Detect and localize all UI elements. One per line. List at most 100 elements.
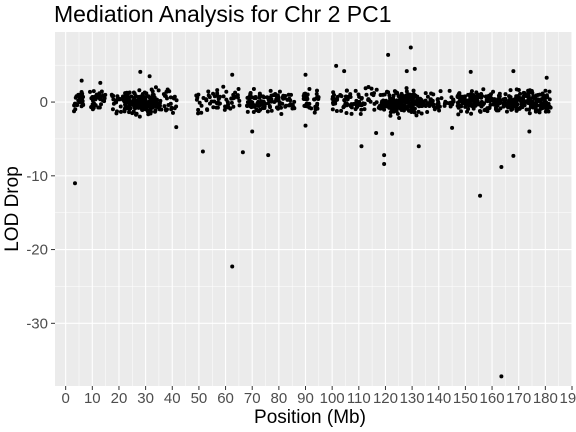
data-point <box>258 107 263 112</box>
data-point <box>334 63 339 68</box>
data-point <box>330 107 335 112</box>
data-point <box>349 111 354 116</box>
data-point <box>91 105 96 110</box>
x-tick-label: 80 <box>271 390 288 407</box>
data-point <box>344 88 349 93</box>
data-point <box>511 104 516 109</box>
data-point <box>216 96 221 101</box>
data-point <box>344 111 349 116</box>
data-point <box>374 87 379 92</box>
data-point <box>425 94 430 99</box>
data-point <box>457 103 462 108</box>
data-point <box>341 105 346 110</box>
data-point <box>286 92 291 97</box>
data-point <box>172 94 177 99</box>
data-point <box>516 88 521 93</box>
data-point <box>206 93 211 98</box>
data-point <box>514 94 519 99</box>
data-point <box>155 100 160 105</box>
data-point <box>279 112 284 117</box>
data-point <box>307 105 312 110</box>
data-point <box>129 102 134 107</box>
data-point <box>215 91 220 96</box>
data-point <box>114 111 119 116</box>
data-point <box>110 107 115 112</box>
data-point <box>91 89 96 94</box>
data-point <box>362 101 367 106</box>
data-point <box>77 100 82 105</box>
data-point <box>277 102 282 107</box>
data-point <box>88 89 93 94</box>
data-point <box>148 98 153 103</box>
data-point <box>305 96 310 101</box>
data-point <box>524 99 529 104</box>
data-point <box>372 107 377 112</box>
data-point <box>115 94 120 99</box>
data-point <box>114 98 119 103</box>
data-point <box>443 99 448 104</box>
data-point <box>530 90 535 95</box>
data-point <box>111 101 116 106</box>
data-point <box>169 105 174 110</box>
data-point <box>136 98 141 103</box>
data-point <box>484 98 489 103</box>
data-point <box>532 105 537 110</box>
data-point <box>538 100 543 105</box>
data-point <box>439 96 444 101</box>
data-point <box>401 96 406 101</box>
data-point <box>240 150 245 155</box>
data-point <box>414 113 419 118</box>
data-point <box>132 97 137 102</box>
data-point <box>123 102 128 107</box>
data-point <box>409 109 414 114</box>
data-point <box>469 89 474 94</box>
data-point <box>478 193 483 198</box>
data-point <box>396 94 401 99</box>
data-point <box>260 105 265 110</box>
data-point <box>528 99 533 104</box>
data-point <box>456 112 461 117</box>
data-point <box>212 99 217 104</box>
x-tick-label: 70 <box>244 390 261 407</box>
data-point <box>138 69 143 74</box>
data-point <box>279 105 284 110</box>
x-tick-label: 120 <box>373 390 398 407</box>
data-point <box>98 80 103 85</box>
x-axis: 0 10 20 30 40 50 60 70 80 90 100 110 120 130 140 150 160… <box>61 386 576 407</box>
x-tick-label: 170 <box>506 390 531 407</box>
data-point <box>251 110 256 115</box>
data-point <box>408 93 413 98</box>
data-point <box>274 105 279 110</box>
data-point <box>154 97 159 102</box>
data-point <box>390 131 395 136</box>
data-point <box>266 153 271 158</box>
data-point <box>423 104 428 109</box>
data-point <box>404 69 409 74</box>
data-point <box>414 97 419 102</box>
data-point <box>269 99 274 104</box>
y-axis-title: LOD Drop <box>2 166 23 252</box>
data-point <box>358 102 363 107</box>
data-point <box>488 102 493 107</box>
data-point <box>423 91 428 96</box>
data-point <box>168 101 173 106</box>
data-point <box>533 108 538 113</box>
data-point <box>157 107 162 112</box>
data-point <box>330 94 335 99</box>
data-point <box>353 88 358 93</box>
data-point <box>359 95 364 100</box>
data-point <box>267 95 272 100</box>
data-point <box>110 93 115 98</box>
data-point <box>103 92 108 97</box>
data-point <box>334 108 339 113</box>
x-tick-label: 160 <box>480 390 505 407</box>
data-point <box>462 100 467 105</box>
data-point <box>447 88 452 93</box>
data-point <box>303 72 308 77</box>
data-point <box>408 45 413 50</box>
data-point <box>154 104 159 109</box>
data-point <box>382 162 387 167</box>
data-point <box>404 89 409 94</box>
x-axis-title: Position (Mb) <box>254 407 366 428</box>
data-point <box>484 94 489 99</box>
